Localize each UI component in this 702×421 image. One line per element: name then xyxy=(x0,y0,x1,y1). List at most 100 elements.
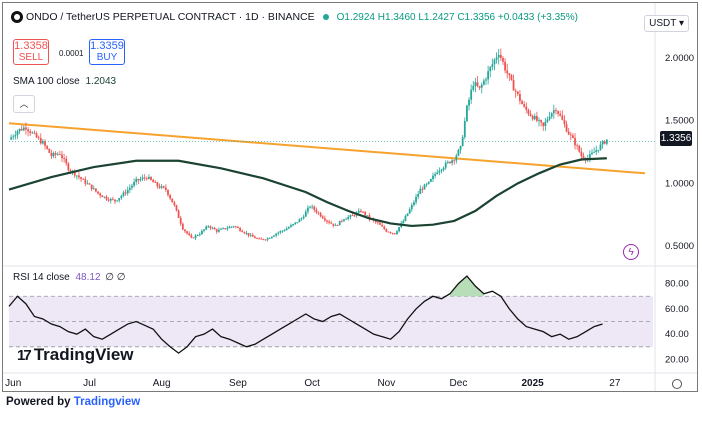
candle-body xyxy=(256,238,258,240)
candle-body xyxy=(65,158,68,164)
candle-body xyxy=(97,191,99,194)
candle-body xyxy=(444,162,447,168)
candle-body xyxy=(455,155,458,161)
candle-body xyxy=(398,227,400,232)
candle-body xyxy=(366,215,369,217)
candle-body xyxy=(302,216,305,219)
candle-body xyxy=(519,94,521,102)
candle-body xyxy=(260,238,263,240)
candle-body xyxy=(368,215,371,219)
candle-body xyxy=(203,229,205,231)
candle-body xyxy=(548,116,551,120)
candle-body xyxy=(453,160,456,162)
candle-body xyxy=(116,200,119,202)
candle-body xyxy=(321,216,324,219)
candle-body xyxy=(404,216,407,221)
candle-body xyxy=(565,124,568,132)
candle-body xyxy=(124,192,127,194)
candle-body xyxy=(557,111,559,114)
candle-body xyxy=(502,57,504,62)
settings-icon[interactable] xyxy=(672,379,682,389)
sma-legend[interactable]: SMA 100 close 1.2043 xyxy=(13,76,116,87)
currency-select[interactable]: USDT ▾ xyxy=(644,15,689,32)
candle-body xyxy=(126,189,129,194)
candle-body xyxy=(67,163,70,171)
candle-body xyxy=(574,137,576,146)
candle-body xyxy=(419,188,422,195)
candle-body xyxy=(480,84,483,88)
candle-body xyxy=(360,210,362,212)
candle-body xyxy=(217,229,220,232)
candle-body xyxy=(493,59,496,65)
candle-body xyxy=(374,220,377,223)
candle-body xyxy=(287,227,290,229)
candle-body xyxy=(555,110,557,112)
candle-body xyxy=(69,170,72,172)
candle-body xyxy=(546,119,549,122)
candle-body xyxy=(423,184,426,190)
ondo-logo-icon xyxy=(11,11,23,23)
collapse-legend-button[interactable]: ︿ xyxy=(13,95,35,113)
candle-body xyxy=(234,226,237,228)
candle-body xyxy=(482,80,485,85)
time-tick-label: Jun xyxy=(5,378,21,389)
candle-body xyxy=(512,79,515,91)
candle-body xyxy=(529,113,532,116)
candle-body xyxy=(294,222,297,225)
candle-body xyxy=(466,105,468,122)
candle-body xyxy=(58,154,61,155)
rsi-line xyxy=(8,275,603,354)
candle-body xyxy=(266,238,269,240)
candle-body xyxy=(340,220,343,222)
lightning-icon[interactable]: ϟ xyxy=(623,244,639,260)
candle-body xyxy=(434,174,437,176)
candle-body xyxy=(245,233,248,234)
candle-body xyxy=(133,181,135,186)
powered-prefix: Powered by xyxy=(6,396,74,408)
candle-body xyxy=(137,178,140,181)
candle-body xyxy=(262,239,265,240)
candle-body xyxy=(440,169,443,171)
rsi-overbought-fill xyxy=(449,276,484,297)
candle-body xyxy=(184,229,186,232)
candle-body xyxy=(12,136,15,138)
time-tick-label: Sep xyxy=(229,378,247,389)
candle-body xyxy=(118,198,121,201)
candle-body xyxy=(449,161,451,164)
candle-body xyxy=(25,127,27,130)
price-chart[interactable]: 2.0000 1.5000 1.0000 0.5000 80.00 60.00 40.00 2… xyxy=(3,3,697,391)
candle-body xyxy=(56,154,59,155)
candle-body xyxy=(417,194,420,197)
candle-body xyxy=(190,235,193,238)
tradingview-link[interactable]: Tradingview xyxy=(73,396,141,408)
powered-by: Powered by Tradingview xyxy=(6,396,140,408)
candle-body xyxy=(569,134,572,136)
candle-body xyxy=(561,115,564,120)
candle-body xyxy=(160,186,163,188)
candle-body xyxy=(396,231,398,235)
candle-body xyxy=(222,228,225,229)
rsi-tick-label: 20.00 xyxy=(665,354,689,365)
candle-body xyxy=(328,221,331,223)
sell-button[interactable]: 1.3358 SELL xyxy=(13,39,49,65)
tradingview-logo: 17 TradingView xyxy=(17,345,134,365)
rsi-legend[interactable]: RSI 14 close 48.12 ∅ ∅ xyxy=(13,272,126,283)
candle-body xyxy=(379,222,381,225)
candle-body xyxy=(224,228,227,230)
candle-body xyxy=(406,213,409,217)
symbol-header: ONDO / TetherUS PERPETUAL CONTRACT · 1D … xyxy=(11,11,578,23)
tradingview-wordmark: TradingView xyxy=(33,345,134,364)
candle-body xyxy=(14,135,17,137)
candle-body xyxy=(148,176,150,179)
candle-body xyxy=(499,54,502,58)
candle-body xyxy=(591,152,593,155)
candle-body xyxy=(298,219,301,223)
candle-body xyxy=(275,233,278,236)
candle-body xyxy=(20,128,23,131)
candle-body xyxy=(181,223,184,230)
buy-button[interactable]: 1.3359 BUY xyxy=(89,39,125,65)
rsi-extra: ∅ ∅ xyxy=(105,272,126,283)
candle-body xyxy=(209,226,212,229)
candle-body xyxy=(336,225,339,226)
candle-body xyxy=(389,232,392,233)
